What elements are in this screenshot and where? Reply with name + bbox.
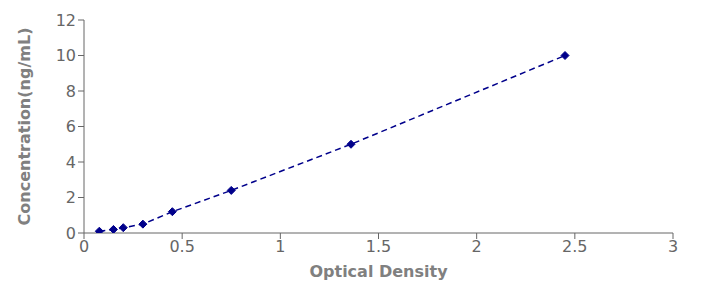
svg-text:6: 6 [66, 117, 76, 136]
svg-text:0.5: 0.5 [169, 237, 194, 256]
svg-text:12: 12 [56, 11, 76, 30]
svg-text:0: 0 [79, 237, 89, 256]
svg-text:Optical Density: Optical Density [309, 262, 448, 281]
svg-text:4: 4 [66, 153, 76, 172]
svg-text:1: 1 [275, 237, 285, 256]
svg-text:10: 10 [56, 46, 76, 65]
svg-text:1.5: 1.5 [366, 237, 391, 256]
svg-text:8: 8 [66, 82, 76, 101]
svg-text:Concentration(ng/mL): Concentration(ng/mL) [15, 28, 34, 226]
svg-text:0: 0 [66, 224, 76, 243]
svg-text:3: 3 [668, 237, 678, 256]
svg-text:2: 2 [66, 188, 76, 207]
svg-text:2: 2 [472, 237, 482, 256]
svg-text:2.5: 2.5 [562, 237, 587, 256]
